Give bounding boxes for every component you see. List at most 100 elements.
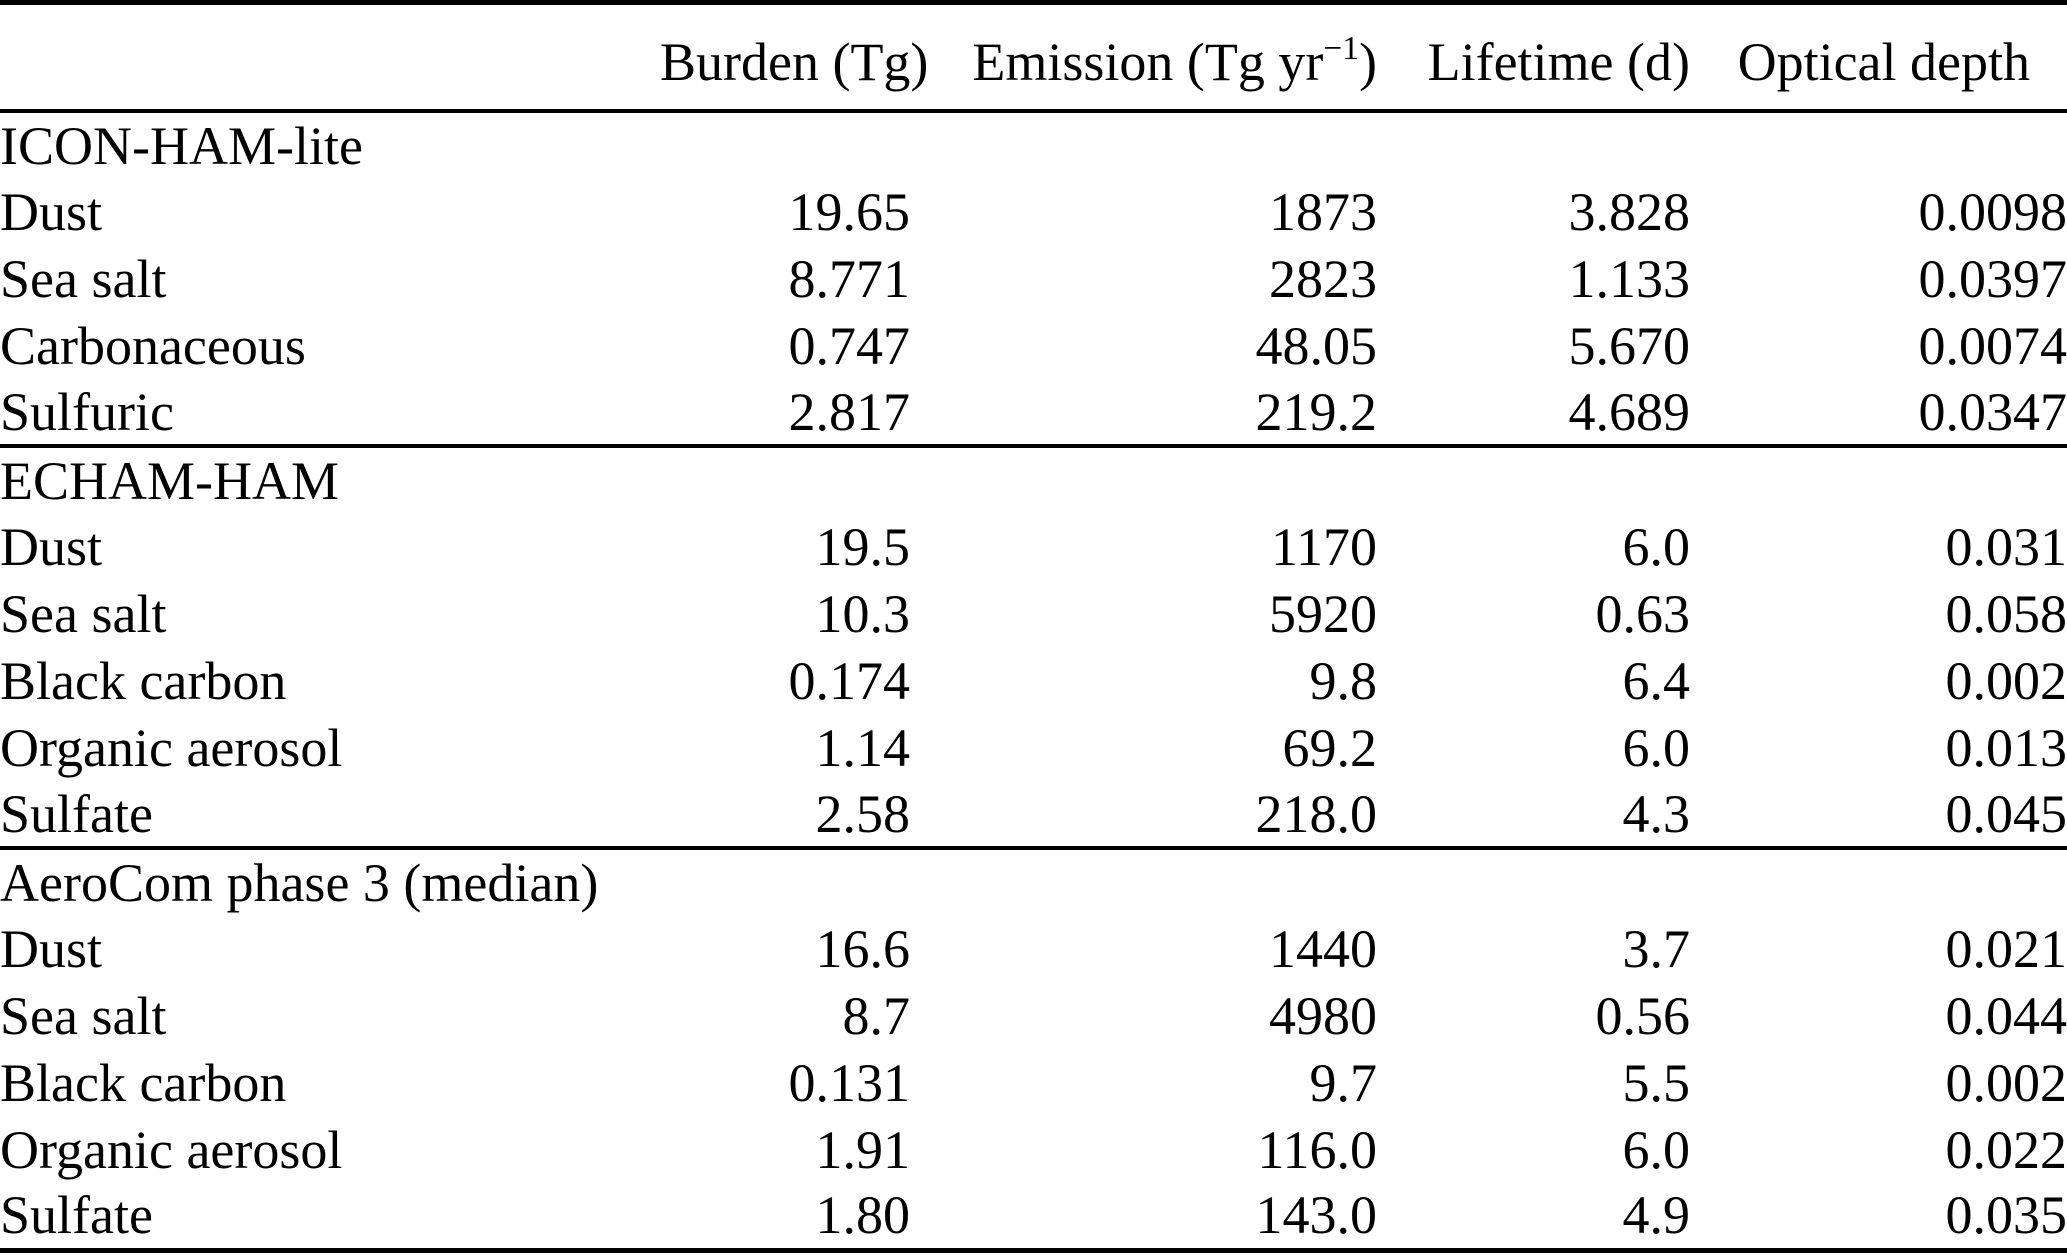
emission-cell: 9.7 xyxy=(1309,1052,1378,1113)
table-row: Sulfate 2.58 218.0 4.3 0.045 xyxy=(0,781,2067,848)
burden-cell: 2.817 xyxy=(788,381,911,442)
table-row: Black carbon 0.131 9.7 5.5 0.002 xyxy=(0,1049,2067,1116)
emission-cell: 48.05 xyxy=(1255,315,1378,376)
header-optical-depth: Optical depth xyxy=(1690,2,2067,113)
emission-cell: 1873 xyxy=(1269,181,1377,242)
optical-depth-cell: 0.0074 xyxy=(1918,315,2067,376)
emission-cell: 69.2 xyxy=(1282,717,1378,778)
optical-depth-cell: 0.013 xyxy=(1945,717,2067,778)
model-section: AeroCom phase 3 (median) Dust 16.6 1440 3.7 0… xyxy=(0,846,2067,1250)
burden-cell: 2.58 xyxy=(815,783,911,844)
table-row: Carbonaceous 0.747 48.05 5.670 0.0074 xyxy=(0,312,2067,379)
species-cell: Organic aerosol xyxy=(0,1119,343,1180)
species-cell: Sea salt xyxy=(0,583,167,644)
emission-cell: 218.0 xyxy=(1255,783,1378,844)
species-cell: Carbonaceous xyxy=(0,315,306,376)
optical-depth-cell: 0.022 xyxy=(1945,1119,2067,1180)
optical-depth-cell: 0.0397 xyxy=(1918,248,2067,309)
emission-cell: 1440 xyxy=(1269,918,1377,979)
emission-cell: 1170 xyxy=(1271,516,1377,577)
burden-cell: 0.747 xyxy=(788,315,911,376)
emission-cell: 116.0 xyxy=(1257,1119,1378,1180)
lifetime-cell: 5.670 xyxy=(1568,315,1691,376)
model-section: ECHAM-HAM Dust 19.5 1170 6.0 0.031 Sea salt 10.… xyxy=(0,444,2067,848)
table-row: Sea salt 8.771 2823 1.133 0.0397 xyxy=(0,245,2067,312)
burden-cell: 19.65 xyxy=(788,181,911,242)
header-emission: Emission (Tg yr−1) xyxy=(910,2,1377,113)
emission-cell: 219.2 xyxy=(1255,381,1378,442)
lifetime-cell: 4.3 xyxy=(1622,783,1691,844)
lifetime-cell: 0.63 xyxy=(1595,583,1691,644)
lifetime-cell: 0.56 xyxy=(1595,985,1691,1046)
burden-cell: 19.5 xyxy=(815,516,911,577)
burden-cell: 0.174 xyxy=(788,650,911,711)
table-header: Burden (Tg) Emission (Tg yr−1) Lifetime … xyxy=(0,2,2067,113)
table-row: Black carbon 0.174 9.8 6.4 0.002 xyxy=(0,647,2067,714)
header-row: Burden (Tg) Emission (Tg yr−1) Lifetime … xyxy=(0,2,2067,113)
table-row: Dust 16.6 1440 3.7 0.021 xyxy=(0,915,2067,982)
lifetime-cell: 3.828 xyxy=(1568,181,1691,242)
species-cell: Sea salt xyxy=(0,985,167,1046)
lifetime-cell: 4.689 xyxy=(1568,381,1691,442)
section-title: AeroCom phase 3 (median) xyxy=(0,846,2067,915)
species-cell: Black carbon xyxy=(0,1052,287,1113)
burden-cell: 1.80 xyxy=(815,1185,911,1246)
lifetime-cell: 6.0 xyxy=(1622,1119,1691,1180)
species-cell: Sulfate xyxy=(0,1185,153,1246)
burden-cell: 8.7 xyxy=(842,985,911,1046)
optical-depth-cell: 0.044 xyxy=(1945,985,2067,1046)
header-species xyxy=(0,2,660,113)
lifetime-cell: 5.5 xyxy=(1622,1052,1691,1113)
header-emission-exponent: −1 xyxy=(1323,30,1360,68)
optical-depth-cell: 0.0098 xyxy=(1918,181,2067,242)
table-row: Dust 19.5 1170 6.0 0.031 xyxy=(0,513,2067,580)
lifetime-cell: 6.0 xyxy=(1622,516,1691,577)
optical-depth-cell: 0.021 xyxy=(1945,918,2067,979)
emission-cell: 2823 xyxy=(1269,248,1377,309)
section-title: ICON-HAM-lite xyxy=(0,115,363,176)
optical-depth-cell: 0.002 xyxy=(1945,650,2067,711)
species-cell: Sulfuric xyxy=(0,381,174,442)
species-cell: Sulfate xyxy=(0,783,153,844)
lifetime-cell: 3.7 xyxy=(1622,918,1691,979)
burden-cell: 0.131 xyxy=(788,1052,911,1113)
optical-depth-cell: 0.035 xyxy=(1945,1185,2067,1246)
section-title-row: AeroCom phase 3 (median) xyxy=(0,846,2067,915)
lifetime-cell: 4.9 xyxy=(1622,1185,1691,1246)
emission-cell: 5920 xyxy=(1269,583,1377,644)
header-emission-text: Emission (Tg yr xyxy=(972,32,1324,92)
species-cell: Dust xyxy=(0,918,103,979)
section-title: ECHAM-HAM xyxy=(0,444,2067,513)
species-cell: Black carbon xyxy=(0,650,287,711)
optical-depth-cell: 0.031 xyxy=(1945,516,2067,577)
species-cell: Organic aerosol xyxy=(0,717,343,778)
optical-depth-cell: 0.058 xyxy=(1945,583,2067,644)
table-row: Dust 19.65 1873 3.828 0.0098 xyxy=(0,178,2067,245)
species-cell: Dust xyxy=(0,181,103,242)
species-cell: Dust xyxy=(0,516,103,577)
optical-depth-cell: 0.045 xyxy=(1945,783,2067,844)
header-emission-close-paren: ) xyxy=(1359,32,1377,92)
burden-cell: 1.91 xyxy=(815,1119,911,1180)
model-section: ICON-HAM-lite Dust 19.65 1873 3.828 0.0098 Sea… xyxy=(0,111,2067,446)
table-row: Sea salt 8.7 4980 0.56 0.044 xyxy=(0,982,2067,1049)
header-burden: Burden (Tg) xyxy=(660,2,928,113)
header-lifetime: Lifetime (d) xyxy=(1377,2,1690,113)
burden-cell: 1.14 xyxy=(815,717,911,778)
optical-depth-cell: 0.002 xyxy=(1945,1052,2067,1113)
optical-depth-cell: 0.0347 xyxy=(1918,381,2067,442)
table-row: Sulfate 1.80 143.0 4.9 0.035 xyxy=(0,1183,2067,1250)
lifetime-cell: 1.133 xyxy=(1568,248,1691,309)
burden-cell: 8.771 xyxy=(788,248,911,309)
emission-cell: 9.8 xyxy=(1309,650,1378,711)
table-row: Organic aerosol 1.91 116.0 6.0 0.022 xyxy=(0,1116,2067,1183)
section-title-row: ICON-HAM-lite xyxy=(0,111,2067,178)
section-title-row: ECHAM-HAM xyxy=(0,444,2067,513)
species-cell: Sea salt xyxy=(0,248,167,309)
emission-cell: 143.0 xyxy=(1255,1185,1378,1246)
lifetime-cell: 6.4 xyxy=(1622,650,1691,711)
table-row: Sea salt 10.3 5920 0.63 0.058 xyxy=(0,580,2067,647)
burden-cell: 10.3 xyxy=(815,583,911,644)
